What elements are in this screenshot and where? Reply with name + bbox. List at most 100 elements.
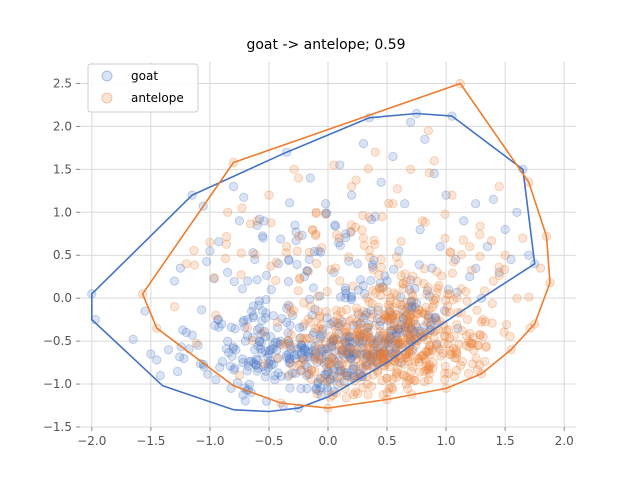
point-goat xyxy=(285,383,295,393)
point-goat xyxy=(260,313,271,323)
point-goat xyxy=(404,285,415,295)
point-antelope xyxy=(342,327,352,337)
point-antelope xyxy=(445,349,455,360)
point-antelope xyxy=(467,339,478,349)
point-goat xyxy=(342,371,352,381)
point-antelope xyxy=(441,326,452,336)
point-antelope xyxy=(317,243,327,253)
point-goat xyxy=(432,316,442,326)
point-goat xyxy=(260,346,270,356)
point-goat xyxy=(248,248,258,258)
point-antelope xyxy=(295,274,305,284)
point-antelope xyxy=(405,312,415,322)
point-goat xyxy=(373,345,383,356)
point-goat xyxy=(391,330,401,340)
point-antelope xyxy=(302,368,312,378)
point-goat xyxy=(299,345,309,355)
point-goat xyxy=(401,310,411,321)
point-antelope xyxy=(352,389,363,399)
point-antelope xyxy=(449,372,459,382)
point-antelope xyxy=(335,276,345,286)
point-goat xyxy=(284,254,294,265)
point-goat xyxy=(372,343,382,353)
point-antelope xyxy=(494,262,504,272)
point-goat xyxy=(403,319,413,329)
point-antelope xyxy=(464,336,474,347)
point-goat xyxy=(344,256,354,266)
point-antelope xyxy=(429,295,439,305)
point-antelope xyxy=(347,314,357,324)
point-antelope xyxy=(402,384,413,394)
point-goat xyxy=(225,361,235,371)
point-antelope xyxy=(406,311,416,321)
point-antelope xyxy=(402,308,413,319)
point-goat xyxy=(302,384,312,394)
x-tick-label: 2.0 xyxy=(555,434,574,448)
point-antelope xyxy=(280,338,290,348)
point-antelope xyxy=(354,328,365,338)
point-goat xyxy=(345,337,355,347)
point-goat xyxy=(342,348,352,359)
point-antelope xyxy=(499,265,510,275)
legend-marker-goat xyxy=(101,70,113,82)
point-antelope xyxy=(406,366,416,376)
point-antelope xyxy=(465,242,475,252)
x-tick-label: −2.0 xyxy=(77,434,106,448)
point-goat xyxy=(299,343,309,353)
y-tick-label: 1.5 xyxy=(53,162,72,176)
point-antelope xyxy=(429,299,439,309)
point-goat xyxy=(326,338,336,348)
point-antelope xyxy=(461,331,472,341)
point-goat xyxy=(406,275,416,285)
point-antelope xyxy=(419,350,429,360)
point-antelope xyxy=(306,374,316,384)
point-goat xyxy=(345,354,356,364)
point-antelope xyxy=(169,302,180,312)
point-antelope xyxy=(311,324,321,334)
point-antelope xyxy=(242,323,253,333)
point-antelope xyxy=(374,349,385,359)
point-antelope xyxy=(377,330,387,340)
point-antelope xyxy=(334,233,344,243)
point-goat xyxy=(429,169,439,179)
point-goat xyxy=(344,332,354,342)
point-antelope xyxy=(376,255,386,265)
point-goat xyxy=(405,334,415,345)
point-antelope xyxy=(316,343,326,353)
point-antelope xyxy=(391,298,402,309)
point-antelope xyxy=(391,310,401,320)
point-antelope xyxy=(364,331,374,341)
point-goat xyxy=(284,349,294,359)
point-antelope xyxy=(361,331,372,342)
point-goat xyxy=(384,306,395,316)
point-antelope xyxy=(388,310,398,320)
y-tick-label: 0.0 xyxy=(53,291,72,305)
point-antelope xyxy=(370,288,381,298)
point-goat xyxy=(302,362,312,372)
point-goat xyxy=(285,198,295,208)
point-antelope xyxy=(289,164,299,174)
legend-box xyxy=(87,63,199,113)
point-goat xyxy=(365,350,375,360)
point-antelope xyxy=(391,335,401,345)
point-antelope xyxy=(273,317,283,327)
point-antelope xyxy=(392,310,403,320)
point-antelope xyxy=(334,361,344,371)
point-goat xyxy=(340,293,351,303)
point-antelope xyxy=(353,345,363,356)
point-antelope xyxy=(451,345,461,355)
point-antelope xyxy=(501,320,512,330)
point-antelope xyxy=(424,362,434,372)
point-goat xyxy=(345,331,355,342)
point-antelope xyxy=(378,283,388,293)
point-antelope xyxy=(396,271,406,281)
point-goat xyxy=(355,318,365,328)
point-goat xyxy=(364,320,374,330)
point-antelope xyxy=(476,317,486,327)
point-antelope xyxy=(394,259,404,269)
point-goat xyxy=(414,260,424,270)
point-antelope xyxy=(407,291,418,301)
point-goat xyxy=(283,328,293,338)
point-antelope xyxy=(394,337,405,347)
point-antelope xyxy=(365,252,375,262)
